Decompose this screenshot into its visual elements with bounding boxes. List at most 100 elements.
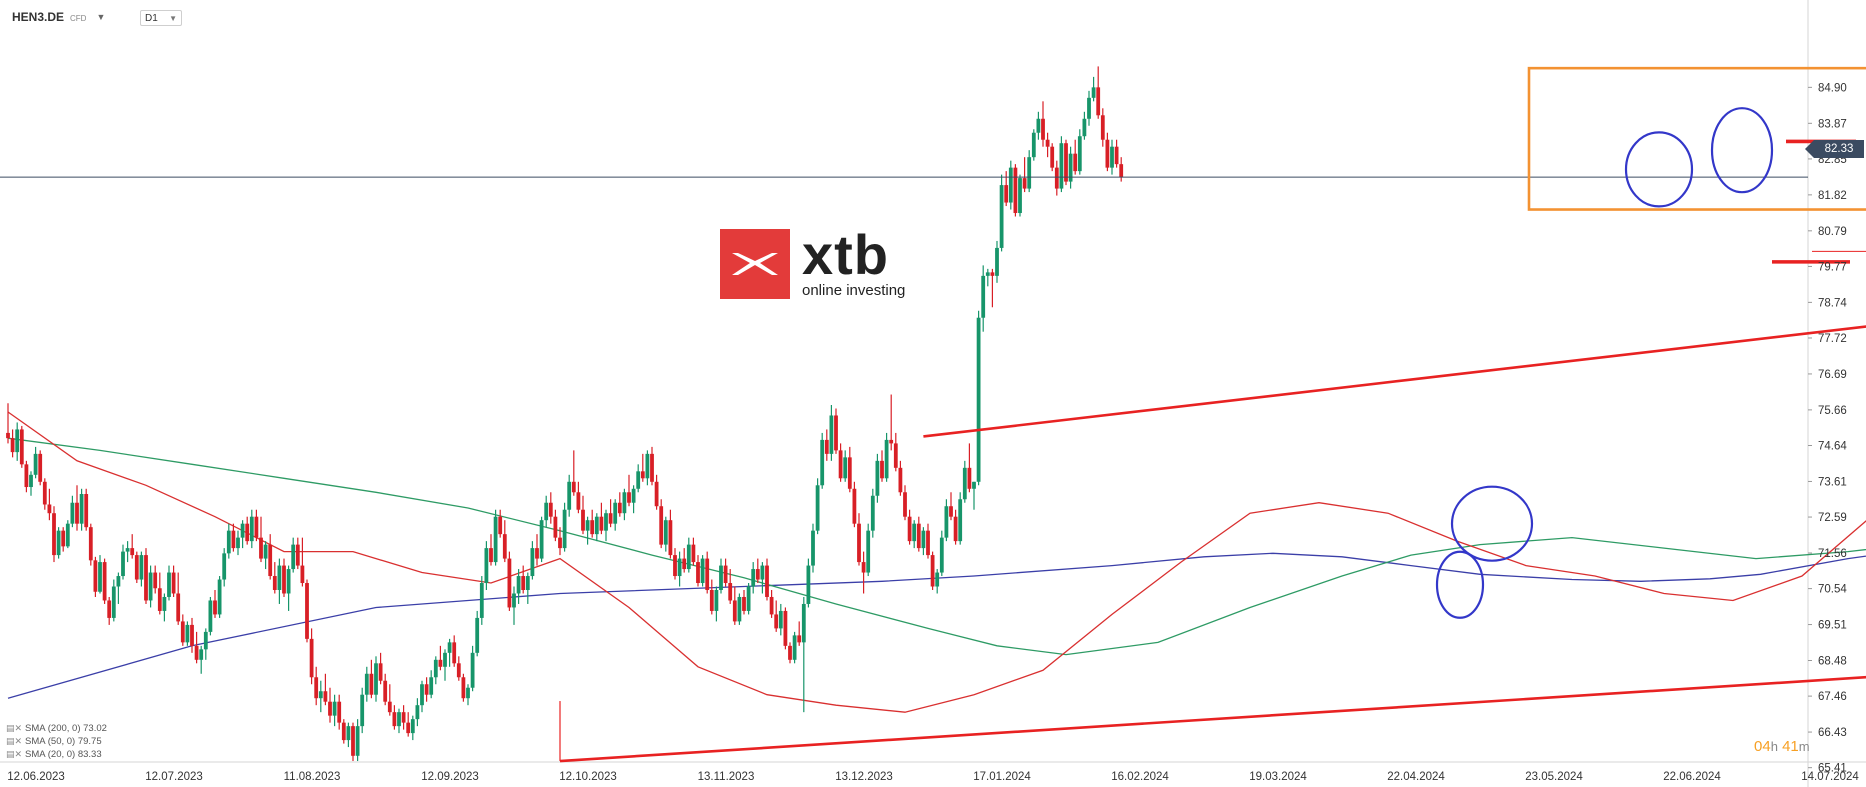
symbol-dropdown-icon[interactable]: ▼ [96, 12, 106, 22]
candle-body [410, 719, 415, 734]
candle-body [360, 694, 365, 727]
candle-body [1110, 146, 1114, 168]
candle-body [567, 481, 572, 510]
candle-body [498, 516, 503, 535]
y-tick-label: 72.59 [1818, 512, 1847, 524]
candle-body [231, 530, 236, 549]
y-tick-label: 80.79 [1818, 226, 1847, 238]
x-tick-label: 17.01.2024 [973, 771, 1031, 783]
candle-body [939, 537, 944, 573]
candle-timer: 04h 41m [1754, 738, 1810, 755]
xtb-logo-mark [720, 229, 790, 299]
candle-body [981, 275, 986, 318]
consolidation-box [1527, 66, 1866, 211]
candle-body [24, 464, 29, 488]
candle-body [199, 649, 204, 660]
candle-body [65, 523, 70, 547]
candle-body [203, 631, 208, 650]
support-trendline [559, 675, 1866, 763]
candle-body [10, 438, 15, 453]
candle-body [84, 494, 89, 528]
y-tick-label: 78.74 [1818, 297, 1847, 309]
candle-body [650, 453, 654, 482]
x-tick-label: 22.04.2024 [1387, 771, 1445, 783]
candle-body [921, 530, 926, 549]
candle-body [553, 516, 558, 538]
candle-body [332, 701, 337, 716]
y-tick-label: 81.82 [1818, 190, 1847, 202]
x-tick-label: 12.09.2023 [421, 771, 479, 783]
highlight-circle [1450, 485, 1534, 562]
candle-body [167, 572, 171, 597]
settings-icon[interactable]: ▤✕ [6, 736, 23, 746]
candle-body [429, 677, 434, 695]
candles [6, 66, 1124, 762]
candle-body [636, 471, 641, 489]
y-tick-label: 84.90 [1818, 82, 1847, 94]
candle-body [456, 663, 461, 678]
candle-body [870, 495, 875, 531]
candle-body [714, 590, 719, 611]
candle-body [38, 453, 43, 482]
chevron-down-icon: ▼ [169, 13, 177, 23]
legend-row-sma50[interactable]: ▤✕ SMA (50, 0) 79.75 [6, 735, 107, 748]
candle-body [61, 530, 66, 547]
candle-body [990, 272, 995, 276]
candle-body [433, 659, 438, 678]
y-tick-label: 79.77 [1818, 261, 1847, 273]
logo-tagline: online investing [802, 281, 906, 299]
y-tick-label: 71.56 [1818, 548, 1847, 560]
sma-line-1 [7, 437, 1866, 656]
x-tick-label: 23.05.2024 [1525, 771, 1583, 783]
candle-body [374, 663, 378, 695]
legend-row-sma200[interactable]: ▤✕ SMA (200, 0) 73.02 [6, 722, 107, 735]
candle-body [392, 712, 397, 727]
candle-body [769, 596, 774, 615]
symbol-header[interactable]: HEN3.DE CFD ▼ [12, 10, 105, 24]
candle-body [52, 513, 56, 556]
candle-body [217, 579, 222, 615]
candle-body [686, 544, 691, 570]
candle-body [355, 726, 360, 756]
candle-body [613, 502, 618, 524]
candle-body [700, 558, 705, 584]
indicator-legend: ▤✕ SMA (200, 0) 73.02 ▤✕ SMA (50, 0) 79.75… [6, 722, 107, 761]
y-tick-label: 67.46 [1818, 691, 1847, 703]
timer-hours-unit: h [1770, 739, 1778, 754]
highlight-circle [1710, 107, 1774, 194]
candle-body [323, 691, 328, 702]
candle-body [604, 513, 608, 531]
legend-row-sma20[interactable]: ▤✕ SMA (20, 0) 83.33 [6, 748, 107, 761]
highlight-circle [1435, 550, 1485, 619]
candle-body [213, 600, 217, 615]
candle-body [958, 499, 963, 542]
candle-body [249, 516, 254, 542]
candle-body [102, 562, 107, 601]
candle-body [226, 530, 231, 554]
candle-body [93, 560, 98, 592]
candle-body [341, 722, 346, 741]
candle-body [806, 565, 811, 604]
candle-body [930, 555, 935, 587]
candle-body [88, 527, 93, 561]
candle-body [47, 504, 52, 514]
settings-icon[interactable]: ▤✕ [6, 749, 23, 759]
instrument-type: CFD [70, 13, 87, 23]
x-tick-label: 13.12.2023 [835, 771, 893, 783]
settings-icon[interactable]: ▤✕ [6, 723, 23, 733]
candle-body [6, 432, 10, 439]
candle-body [705, 558, 710, 590]
candle-body [263, 544, 268, 559]
timeframe-select[interactable]: D1 ▼ [140, 10, 182, 26]
y-tick-label: 83.87 [1818, 118, 1847, 130]
candle-body [443, 652, 447, 667]
candle-body [1018, 178, 1022, 214]
candle-body [314, 677, 319, 699]
candle-body [401, 712, 406, 723]
logo-brand: xtb [802, 222, 889, 286]
candle-body [539, 520, 544, 559]
candle-body [1064, 143, 1068, 182]
candle-body [1050, 146, 1055, 168]
candle-body [723, 565, 728, 584]
